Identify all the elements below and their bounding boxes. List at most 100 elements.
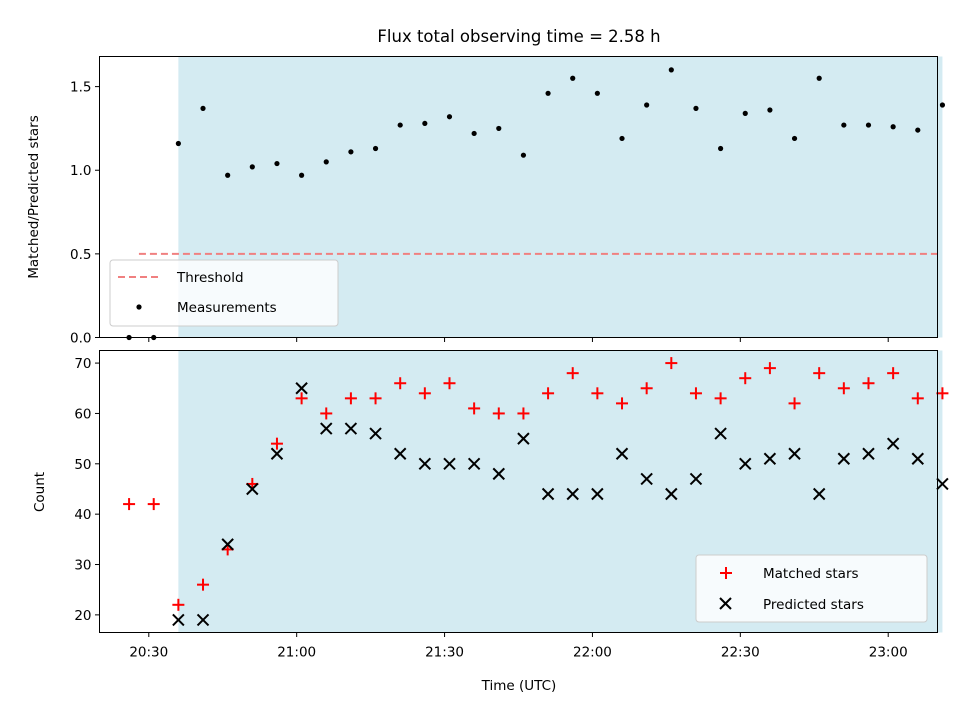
matched-star-point [689, 387, 702, 400]
matched-star-point [295, 392, 308, 405]
predicted-star-point [320, 422, 333, 435]
measurement-point [225, 172, 231, 178]
predicted-star-point [344, 422, 358, 435]
predicted-star-point [467, 457, 481, 471]
measurement-point [718, 145, 724, 152]
predicted-star-point [196, 613, 210, 627]
matched-star-point [542, 387, 555, 400]
xtick-label: 20:30 [129, 645, 168, 661]
measurement-point [348, 149, 354, 155]
measurement-point [372, 145, 379, 152]
predicted-star-point [221, 538, 234, 551]
measurement-point [249, 164, 255, 170]
measurement-point [299, 172, 305, 178]
bottom-legend: Matched stars Predicted stars [695, 554, 928, 623]
xtick-label: 23:00 [869, 645, 908, 661]
predicted-star-point [172, 613, 185, 627]
measurement-point [594, 90, 600, 96]
matched-star-point [640, 382, 653, 395]
predicted-star-point [591, 487, 604, 501]
measurement-point [471, 130, 477, 137]
top-legend: Threshold Measurements [109, 259, 339, 327]
bottom-ytick-label: 60 [74, 406, 91, 422]
measurement-point [545, 90, 551, 96]
bottom-ytick-label: 30 [74, 558, 91, 574]
predicted-star-point [788, 447, 801, 460]
predicted-star-point [812, 487, 826, 501]
measurement-point [841, 122, 847, 128]
measurement-point [668, 67, 674, 73]
measurement-point [693, 105, 699, 111]
predicted-star-point [911, 452, 924, 465]
measurement-point [446, 114, 453, 120]
matched-star-point [147, 498, 160, 511]
predicted-star-point [270, 447, 284, 460]
bottom-y-axis-label: Count [32, 472, 48, 512]
matched-star-point [394, 377, 407, 390]
matched-star-point [418, 387, 431, 400]
matched-star-point [369, 392, 382, 405]
measurement-point [915, 127, 921, 133]
matched-star-point [468, 402, 481, 415]
top-y-axis-label: Matched/Predicted stars [26, 115, 42, 278]
top-ytick-label: 0.5 [70, 247, 91, 263]
matched-star-point [320, 407, 333, 420]
matched-star-point [172, 598, 185, 611]
xtick-label: 22:00 [573, 645, 612, 661]
matched-star-point [813, 367, 826, 380]
predicted-star-point [763, 452, 777, 465]
top-ytick-label: 1.5 [70, 80, 91, 96]
predicted-star-point [640, 472, 653, 486]
measurement-point [422, 120, 428, 127]
top-plot-frame [99, 56, 938, 338]
matched-star-point [887, 367, 900, 380]
predicted-star-point [886, 437, 900, 450]
bottom-ytick-label: 50 [74, 457, 91, 473]
measurements-legend-label: Measurements [177, 300, 277, 316]
measurements-legend-marker-icon [136, 304, 142, 310]
matched-star-point [123, 498, 136, 511]
predicted-star-point [665, 487, 678, 501]
predicted-star-point [369, 427, 382, 440]
matched-legend-marker-icon [720, 567, 732, 579]
x-axis-label: Time (UTC) [481, 678, 557, 694]
bottom-plot-frame [99, 350, 938, 633]
bottom-panel: 20 30 40 50 60 70 20:30 21:00 21:30 22:00 22:30 23… [32, 350, 949, 694]
matched-star-point [936, 387, 949, 400]
measurement-point [323, 159, 329, 165]
measurement-point [865, 122, 872, 128]
matched-star-point [591, 387, 604, 400]
matched-star-point [197, 578, 210, 591]
predicted-star-point [566, 487, 579, 501]
predicted-star-point [517, 432, 530, 445]
matched-star-point [739, 372, 752, 385]
matched-star-point [837, 382, 850, 395]
matched-star-point [788, 397, 801, 410]
bottom-ytick-label: 20 [74, 608, 91, 624]
measurement-point [890, 124, 896, 130]
predicted-star-point [246, 482, 259, 496]
measurement-point [397, 122, 403, 128]
measurement-point [816, 75, 822, 81]
matched-star-point [492, 407, 505, 420]
predicted-legend-label: Predicted stars [763, 597, 864, 613]
xtick-label: 21:00 [277, 645, 316, 661]
matched-star-point [763, 362, 776, 375]
measurement-point [175, 140, 181, 147]
xtick-label: 22:30 [721, 645, 760, 661]
measurement-point [644, 102, 650, 108]
matched-star-point [616, 397, 629, 410]
predicted-star-point [837, 452, 851, 465]
top-ytick-label: 0.0 [70, 331, 91, 347]
measurement-point [742, 110, 748, 116]
measurement-point [274, 160, 280, 167]
predicted-star-point [862, 447, 875, 460]
predicted-star-point [714, 427, 727, 440]
top-panel: 0.0 0.5 1.0 1.5 Matched/Predicted stars Thr… [26, 56, 946, 347]
measurement-point [520, 152, 527, 158]
predicted-star-point [492, 467, 505, 481]
matched-star-point [344, 392, 357, 405]
matched-legend-label: Matched stars [763, 566, 859, 582]
xtick-label: 21:30 [425, 645, 464, 661]
